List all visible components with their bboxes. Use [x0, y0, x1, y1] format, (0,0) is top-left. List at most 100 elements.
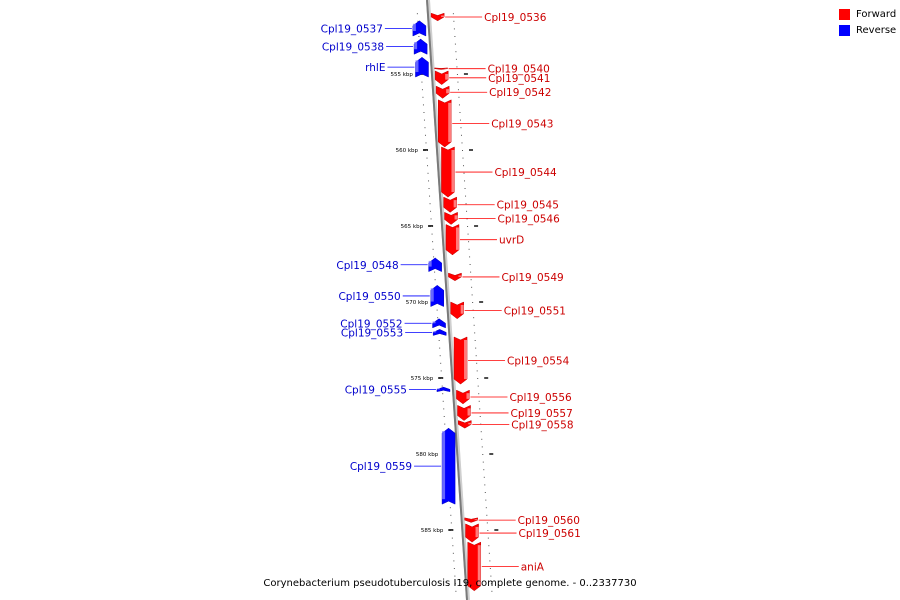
gene-label[interactable]: Cpl19_0555: [345, 384, 407, 396]
gene-label[interactable]: Cpl19_0558: [511, 419, 573, 431]
gene-cpl19_0544[interactable]: [441, 146, 455, 198]
position-dot: [487, 537, 489, 539]
gene-label[interactable]: Cpl19_0552: [340, 318, 402, 330]
gene-cpl19_0555[interactable]: [436, 386, 451, 392]
gene-label[interactable]: Cpl19_0553: [341, 327, 403, 339]
position-dot: [471, 286, 473, 288]
gene-cpl19_0538[interactable]: [413, 38, 428, 55]
gene-arrow[interactable]: [464, 517, 478, 523]
gene-label[interactable]: Cpl19_0557: [511, 408, 573, 420]
position-dot: [465, 203, 467, 205]
gene-cpl19_0543[interactable]: [437, 99, 452, 148]
position-dot: [460, 134, 462, 136]
gene-arrow[interactable]: [413, 38, 428, 55]
position-dot: [488, 552, 490, 554]
position-dot: [452, 552, 454, 554]
gene-label[interactable]: Cpl19_0545: [497, 200, 559, 212]
gene-arrow-shade: [441, 15, 445, 17]
gene-arrow[interactable]: [441, 427, 456, 505]
gene-label[interactable]: Cpl19_0548: [336, 260, 398, 272]
gene-label[interactable]: Cpl19_0543: [491, 118, 553, 130]
gene-cpl19_0546[interactable]: [444, 211, 458, 225]
gene-arrow[interactable]: [430, 284, 444, 307]
gene-cpl19_0541[interactable]: [434, 70, 449, 85]
position-dot: [421, 81, 423, 83]
gene-arrow[interactable]: [434, 67, 448, 70]
position-dot: [467, 226, 469, 227]
gene-cpl19_0545[interactable]: [443, 196, 457, 213]
gene-cpl19_0550[interactable]: [430, 284, 444, 307]
gene-arrow[interactable]: [457, 404, 471, 421]
gene-label[interactable]: Cpl19_0549: [501, 272, 563, 284]
gene-cpl19_0560[interactable]: [464, 517, 478, 523]
gene-cpl19_0553[interactable]: [432, 329, 447, 336]
position-dot: [454, 43, 456, 45]
gene-cpl19_0552[interactable]: [432, 318, 446, 329]
position-dot: [424, 127, 426, 129]
gene-arrow-shade: [475, 526, 479, 538]
gene-label[interactable]: Cpl19_0542: [489, 87, 551, 99]
gene-label[interactable]: uvrD: [499, 235, 524, 247]
gene-arrow[interactable]: [443, 196, 457, 213]
gene-arrow[interactable]: [458, 420, 472, 429]
gene-cpl19_0554[interactable]: [453, 336, 468, 385]
position-dot: [468, 241, 470, 243]
gene-label[interactable]: Cpl19_0537: [321, 23, 383, 35]
position-dot: [426, 150, 427, 151]
gene-arrow[interactable]: [428, 257, 442, 272]
gene-cpl19_0537[interactable]: [412, 20, 427, 37]
gene-label[interactable]: Cpl19_0544: [494, 167, 557, 179]
gene-arrow[interactable]: [432, 318, 446, 329]
gene-label[interactable]: Cpl19_0559: [350, 461, 412, 473]
gene-label[interactable]: Cpl19_0536: [484, 12, 547, 24]
gene-arrow[interactable]: [412, 20, 427, 37]
gene-cpl19_0557[interactable]: [457, 404, 471, 421]
gene-uvrd[interactable]: [445, 224, 460, 256]
gene-cpl19_0540[interactable]: [434, 67, 448, 70]
gene-label[interactable]: Cpl19_0540: [488, 64, 550, 76]
gene-label[interactable]: Cpl19_0550: [338, 291, 400, 303]
gene-cpl19_0556[interactable]: [456, 389, 470, 405]
gene-arrow-shade: [446, 89, 450, 94]
gene-arrow[interactable]: [434, 70, 449, 85]
gene-rhle[interactable]: [415, 56, 429, 78]
gene-label[interactable]: Cpl19_0546: [498, 213, 561, 225]
gene-arrow[interactable]: [432, 329, 447, 336]
gene-label[interactable]: Cpl19_0556: [509, 392, 572, 404]
gene-cpl19_0542[interactable]: [435, 85, 450, 99]
position-dot: [428, 188, 430, 189]
position-dot: [462, 150, 463, 151]
gene-label[interactable]: Cpl19_0541: [488, 73, 550, 85]
gene-label[interactable]: Cpl19_0561: [519, 528, 581, 540]
gene-label[interactable]: rhlE: [365, 62, 385, 74]
gene-arrow[interactable]: [453, 336, 468, 385]
gene-arrow[interactable]: [448, 272, 462, 282]
gene-arrow[interactable]: [445, 224, 460, 256]
position-dot: [475, 347, 477, 349]
position-dot: [470, 279, 472, 281]
gene-label[interactable]: Cpl19_0551: [504, 305, 566, 317]
gene-cpl19_0536[interactable]: [430, 12, 445, 22]
gene-arrow[interactable]: [415, 56, 429, 78]
gene-arrow[interactable]: [450, 301, 464, 320]
position-dot: [463, 172, 465, 174]
gene-arrow-shade: [453, 200, 457, 208]
gene-ania[interactable]: [467, 541, 482, 592]
gene-arrow[interactable]: [456, 389, 470, 405]
gene-label[interactable]: Cpl19_0538: [322, 42, 384, 54]
gene-cpl19_0561[interactable]: [465, 523, 479, 543]
gene-cpl19_0548[interactable]: [428, 257, 442, 272]
position-dot: [431, 233, 433, 235]
position-dot: [490, 583, 492, 585]
gene-label[interactable]: Cpl19_0554: [507, 356, 570, 368]
gene-cpl19_0551[interactable]: [450, 301, 464, 320]
gene-cpl19_0559[interactable]: [441, 427, 456, 505]
gene-arrow[interactable]: [436, 386, 451, 392]
position-dot: [479, 408, 481, 410]
gene-arrow[interactable]: [437, 99, 452, 148]
gene-cpl19_0558[interactable]: [458, 420, 472, 429]
gene-label[interactable]: Cpl19_0560: [518, 515, 580, 527]
gene-features: [412, 12, 482, 592]
gene-cpl19_0549[interactable]: [448, 272, 462, 282]
gene-label[interactable]: aniA: [521, 561, 545, 573]
